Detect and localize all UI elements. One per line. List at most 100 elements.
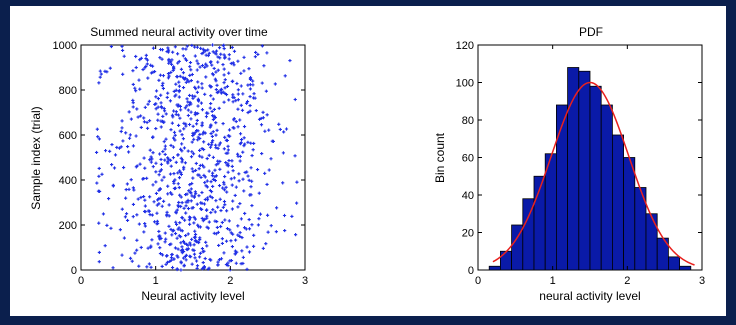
scatter-point	[196, 135, 200, 139]
scatter-point	[238, 118, 242, 122]
scatter-point	[225, 190, 229, 194]
histogram-y-tick-label: 100	[456, 78, 474, 90]
scatter-point	[241, 92, 245, 96]
scatter-point	[281, 151, 285, 155]
scatter-point	[220, 220, 224, 225]
scatter-point	[222, 73, 226, 77]
scatter-point	[256, 52, 260, 57]
scatter-point	[158, 246, 162, 250]
histogram-bar	[612, 134, 625, 271]
scatter-point	[224, 138, 228, 142]
scatter-point	[238, 234, 242, 239]
scatter-point	[189, 110, 193, 114]
scatter-point	[207, 51, 211, 55]
scatter-point	[244, 227, 248, 231]
scatter-point	[189, 243, 193, 247]
scatter-y-tick-label: 1000	[53, 40, 77, 52]
scatter-point	[110, 162, 114, 167]
scatter-point	[209, 180, 213, 184]
scatter-point	[98, 69, 102, 73]
scatter-point	[182, 146, 187, 150]
scatter-point	[258, 212, 263, 216]
scatter-point	[170, 252, 174, 257]
scatter-point	[149, 155, 153, 159]
scatter-point	[161, 81, 165, 85]
scatter-point	[167, 74, 171, 78]
scatter-point	[211, 50, 215, 54]
scatter-point	[168, 60, 173, 64]
scatter-point	[208, 257, 212, 262]
scatter-point	[245, 245, 249, 249]
scatter-point	[156, 112, 160, 116]
scatter-point	[246, 174, 250, 178]
scatter-point	[157, 202, 161, 206]
scatter-point	[192, 252, 197, 256]
scatter-point	[202, 249, 206, 253]
scatter-point	[267, 128, 271, 132]
scatter-point	[222, 147, 226, 151]
histogram-x-tick-label: 0	[475, 275, 481, 287]
scatter-point	[171, 65, 176, 69]
scatter-point	[243, 142, 247, 146]
scatter-point	[158, 187, 162, 191]
scatter-point	[223, 86, 227, 90]
scatter-point	[204, 62, 208, 66]
scatter-point	[221, 90, 225, 94]
scatter-point	[169, 258, 173, 262]
scatter-point	[213, 77, 217, 81]
scatter-point	[283, 74, 287, 78]
scatter-point	[248, 94, 252, 99]
scatter-point	[121, 72, 125, 76]
scatter-point	[181, 54, 185, 58]
scatter-point	[219, 257, 224, 261]
scatter-point	[154, 126, 158, 131]
scatter-point	[154, 191, 159, 196]
scatter-point	[164, 112, 168, 116]
scatter-point	[190, 43, 194, 48]
scatter-point	[172, 257, 176, 261]
scatter-point	[160, 264, 164, 268]
scatter-point	[170, 233, 174, 237]
scatter-point	[179, 241, 183, 245]
scatter-point	[217, 258, 222, 262]
scatter-point	[245, 101, 249, 105]
scatter-point	[190, 94, 194, 98]
scatter-point	[180, 142, 184, 146]
scatter-point	[255, 167, 260, 172]
scatter-point	[198, 207, 203, 211]
scatter-point	[208, 194, 212, 198]
scatter-point	[177, 84, 182, 88]
scatter-point	[247, 250, 252, 254]
scatter-point	[163, 158, 167, 162]
scatter-point	[108, 149, 112, 153]
scatter-point	[202, 130, 206, 134]
scatter-point	[202, 140, 206, 144]
scatter-point	[223, 91, 227, 96]
scatter-point	[97, 81, 101, 85]
scatter-point	[151, 183, 155, 187]
scatter-point	[235, 81, 239, 86]
scatter-point	[143, 105, 147, 109]
scatter-point	[238, 201, 242, 206]
scatter-point	[146, 102, 150, 106]
scatter-point	[173, 186, 178, 190]
scatter-point	[180, 245, 184, 249]
scatter-point	[234, 119, 238, 124]
scatter-point	[163, 152, 167, 157]
scatter-point	[155, 219, 159, 223]
scatter-point	[256, 223, 261, 227]
scatter-point	[216, 263, 220, 267]
scatter-point	[143, 198, 147, 202]
scatter-point	[162, 106, 166, 111]
scatter-point	[186, 149, 190, 153]
scatter-point	[232, 176, 236, 180]
scatter-point	[150, 238, 154, 242]
scatter-point	[200, 190, 204, 195]
scatter-point	[222, 199, 227, 204]
scatter-point	[149, 160, 153, 164]
scatter-point	[233, 238, 238, 242]
scatter-point	[214, 49, 219, 53]
scatter-point	[216, 55, 220, 59]
scatter-point	[183, 218, 187, 222]
scatter-point	[247, 67, 251, 71]
